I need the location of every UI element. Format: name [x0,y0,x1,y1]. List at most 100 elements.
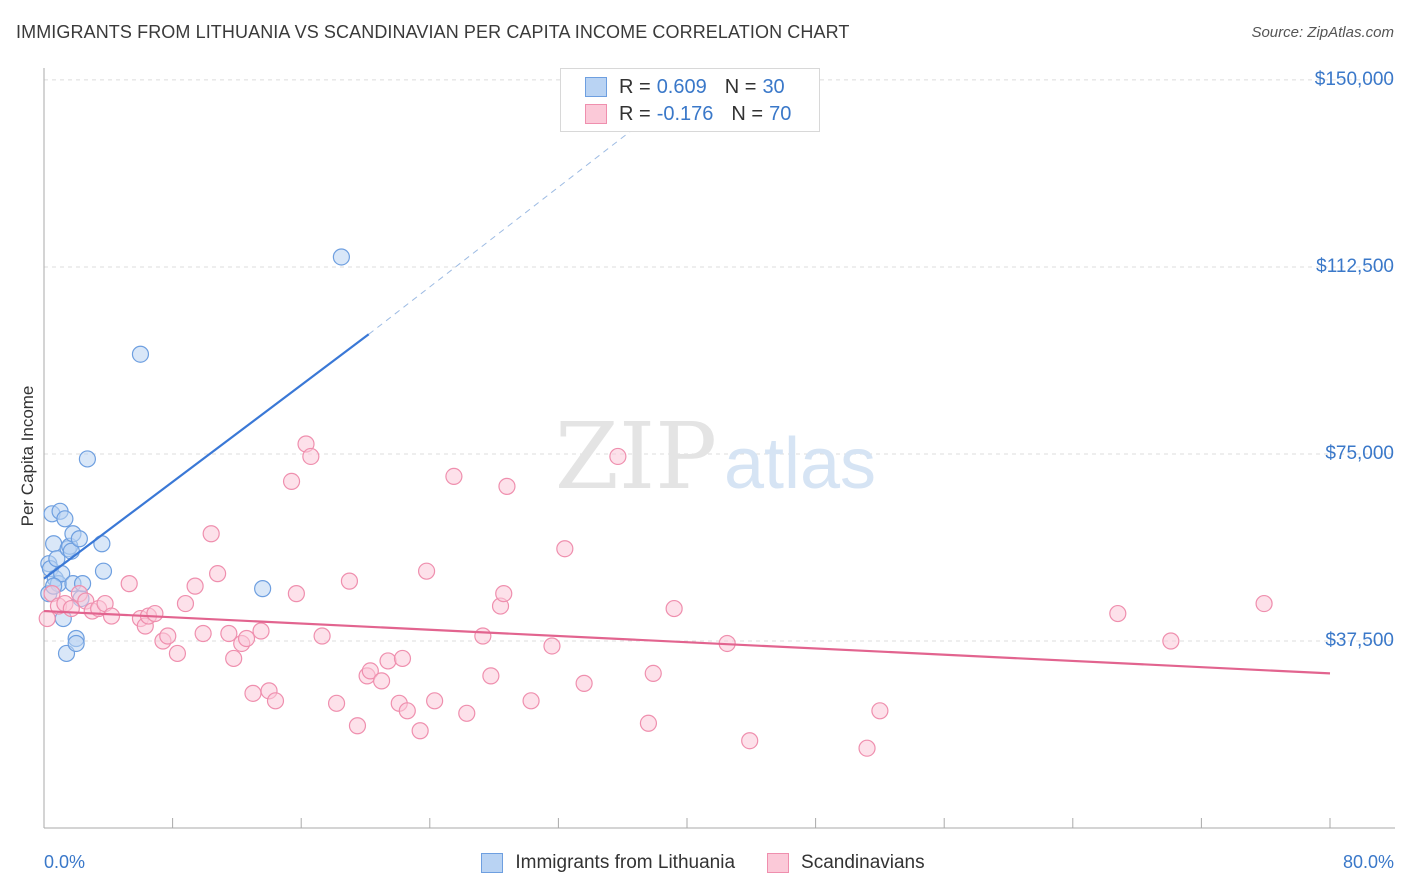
legend-row-lithuania: R = 0.609 N = 30 [585,74,785,100]
scandinavian-point [252,622,270,640]
scandinavian-point [575,674,593,692]
legend-n-label: N = [724,75,757,98]
lithuania-point [56,510,74,528]
scandinavian-point [609,447,627,466]
scandinavian-point [426,692,444,710]
scandinavian-point [220,624,238,643]
scandinavian-trend-line [43,609,1331,675]
correlation-legend: R = 0.609 N = 30 R = -0.176 N = 70 [560,68,820,132]
series-name: Immigrants from Lithuania [515,852,736,873]
series-name: Scandinavians [801,852,925,873]
lithuania-point [332,248,350,266]
scandinavian-point [543,637,561,655]
y-tick-label: $37,500 [1325,629,1394,651]
scandinavian-point [340,572,359,590]
series-swatch-scandinavians [767,853,790,873]
scandinavian-point [1109,604,1127,623]
scandinavian-point [372,672,391,690]
scandinavian-point [159,627,177,645]
scandinavian-point [313,627,331,645]
scandinavian-point [379,652,397,670]
x-tick-min: 0.0% [44,852,86,872]
axes [43,68,1395,829]
scandinavian-point [474,627,492,645]
scandinavian-point [168,644,187,663]
scandinavian-point [644,664,662,683]
scandinavian-point [871,702,889,720]
legend-n-label: N = [731,102,764,125]
scandinavian-point [858,739,876,757]
lithuania-trend-extension [368,124,640,335]
scandinavian-point [498,477,516,495]
lithuania-point [254,580,272,598]
scandinavian-point [327,694,346,712]
lithuania-point [70,530,88,548]
trend-lines [43,124,1331,675]
series-legend-scandinavians[interactable]: Scandinavians [767,852,925,874]
scandinavian-point [176,594,195,613]
scandinavian-point [398,702,416,720]
scandinavian-point [417,562,436,580]
watermark-zip: ZIP [555,403,717,510]
lithuania-point [67,634,85,653]
scandinavian-point [146,604,164,623]
series-legend-lithuania[interactable]: Immigrants from Lithuania [481,852,735,874]
lithuania-point [94,562,113,580]
lithuania-point [131,345,150,363]
legend-r-value: 0.609 [656,75,707,98]
scandinavian-point [361,662,379,680]
legend-swatch-lithuania [585,77,607,97]
watermark: ZIP atlas [555,403,876,510]
scandinavian-point [393,649,412,668]
legend-r-label: R = [619,102,651,125]
scandinavian-point [302,447,320,466]
source-credit: Source: ZipAtlas.com [1251,24,1394,41]
scandinavian-point [522,692,540,710]
scandinavian-point [186,577,204,595]
x-tick-max: 80.0% [1342,852,1394,872]
scandinavian-point [266,692,285,710]
scandinavian-point [495,585,513,603]
watermark-atlas: atlas [724,424,876,504]
scandinavian-point [282,472,301,490]
y-tick-label: $112,500 [1316,255,1394,277]
chart-title: IMMIGRANTS FROM LITHUANIA VS SCANDINAVIA… [16,22,850,42]
scandinavian-point [741,732,759,750]
scandinavian-point [445,467,463,486]
lithuania-point [45,535,63,553]
scandinavian-point [482,667,500,685]
series-swatch-lithuania [481,853,504,873]
legend-n-value: 30 [762,75,785,98]
scandinavian-point [237,629,256,648]
lithuania-trend-line [43,333,370,580]
y-tick-label: $75,000 [1325,442,1394,464]
scandinavian-point [209,565,227,583]
y-axis-title: Per Capita Income [18,385,37,527]
series-legend: Immigrants from Lithuania Scandinavians [0,852,1406,874]
scandinavian-point [102,607,121,625]
scandinavian-point [194,624,212,643]
scandinavian-point [202,525,220,543]
scandinavian-point [287,585,305,603]
scandinavian-point [665,599,683,618]
scandinavian-point [38,609,56,628]
scandinavian-point [120,575,138,593]
scandinavian-point [639,714,658,732]
y-tick-label: $150,000 [1314,68,1394,90]
scandinavian-point [348,717,367,735]
legend-r-value: -0.176 [656,102,714,125]
scandinavian-point [225,649,243,668]
scandinavian-point [244,684,262,702]
series-points [38,248,1273,757]
lithuania-point [78,450,97,468]
legend-r-label: R = [619,75,651,98]
scandinavian-point [458,704,476,722]
gridlines [44,79,1395,642]
legend-swatch-scandinavians [585,104,607,124]
scandinavian-point [556,540,574,558]
legend-row-scandinavians: R = -0.176 N = 70 [585,101,791,127]
scandinavian-point [411,722,429,740]
legend-n-value: 70 [769,102,792,125]
scandinavian-point [62,599,80,618]
